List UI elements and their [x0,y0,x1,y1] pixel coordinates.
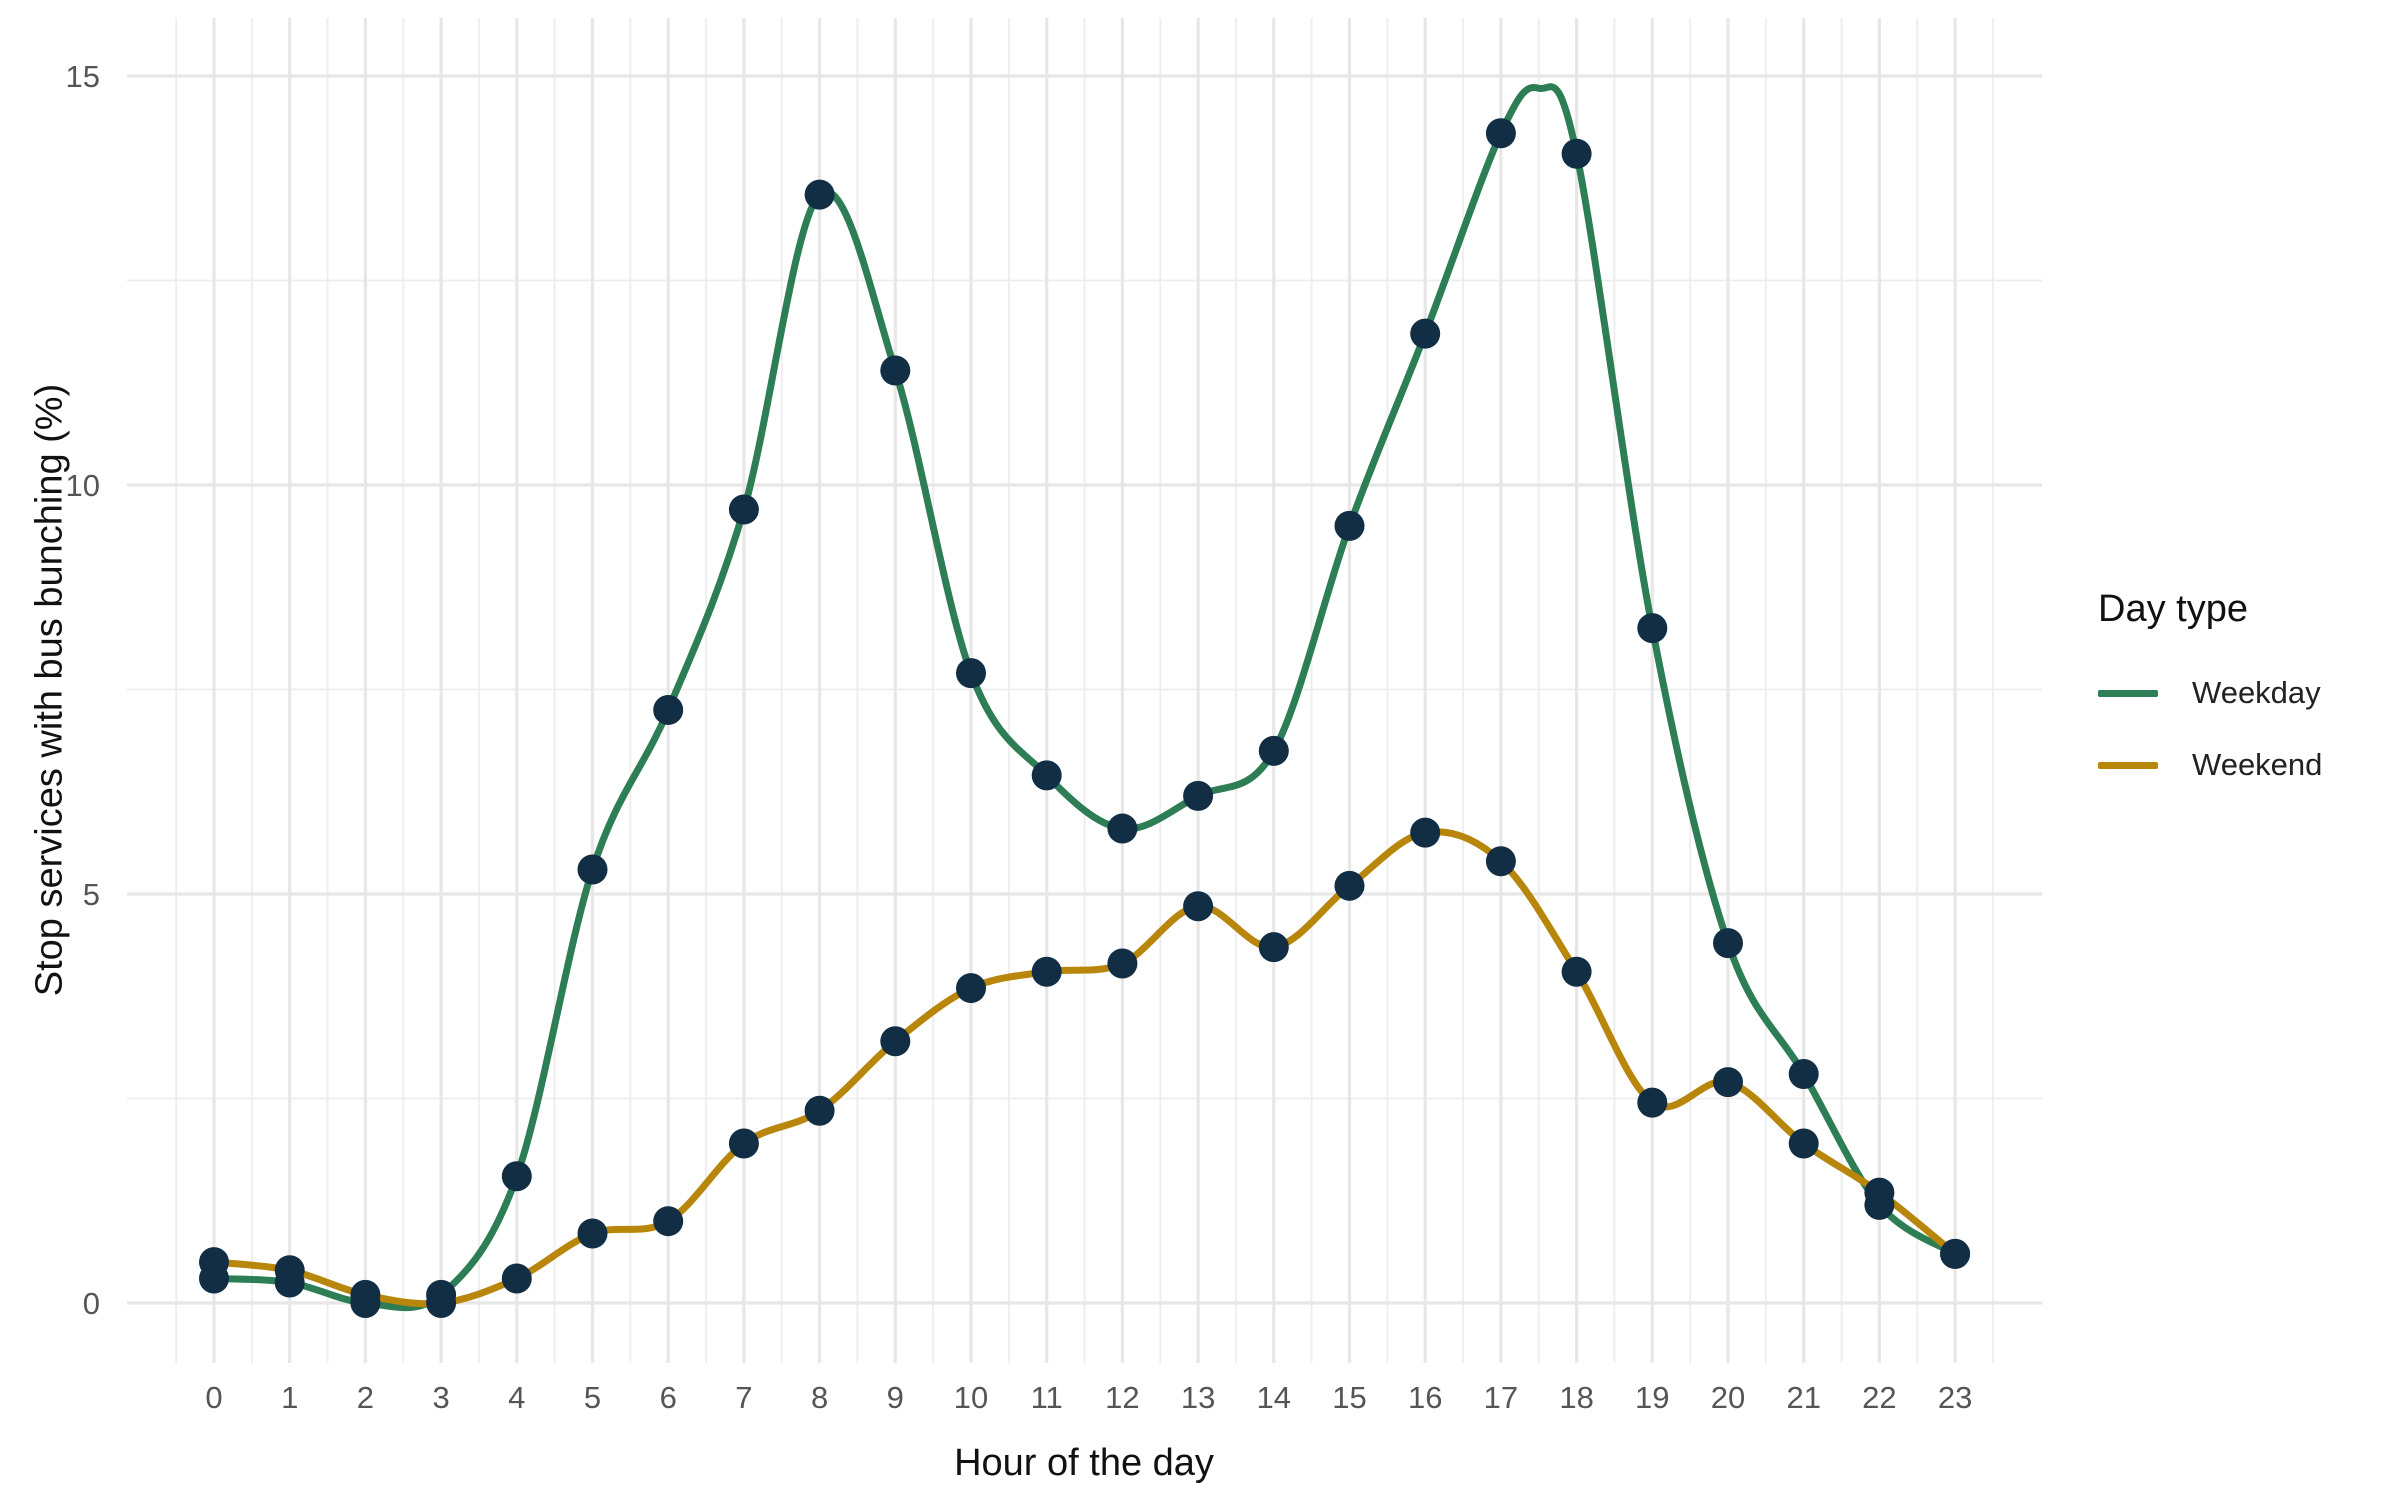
x-tick-label: 9 [887,1380,904,1415]
data-point-weekend-h1 [274,1255,305,1286]
data-point-weekend-h13 [1183,891,1214,922]
legend-item-label: Weekend [2192,747,2323,782]
x-tick-label: 18 [1559,1380,1593,1415]
x-tick-label: 10 [954,1380,988,1415]
legend-item-weekday: Weekday [2098,657,2322,729]
x-tick-label: 23 [1938,1380,1972,1415]
data-point-weekend-h3 [426,1288,457,1318]
x-tick-label: 4 [508,1380,525,1415]
data-point-weekday-h15 [1334,510,1365,541]
data-point-weekend-h20 [1713,1067,1743,1098]
x-tick-label: 17 [1484,1380,1518,1415]
legend-title: Day type [2098,588,2248,630]
data-point-weekday-h11 [1031,760,1062,791]
y-axis-title: Stop services with bus bunching (%) [28,383,71,997]
data-point-weekend-h9 [880,1026,911,1057]
data-point-weekend-h10 [956,973,986,1004]
x-tick-label: 6 [660,1380,677,1415]
data-point-weekend-h0 [199,1247,229,1278]
data-point-weekday-h16 [1410,318,1441,349]
data-point-weekend-h18 [1561,956,1592,987]
data-point-weekday-h13 [1183,780,1214,811]
x-tick-label: 14 [1257,1380,1291,1415]
weekday-line-swatch [2098,689,2158,697]
legend-item-label: Weekday [2192,675,2321,710]
weekend-line-swatch [2098,761,2158,769]
data-point-weekend-h12 [1107,948,1138,979]
data-point-weekday-h5 [577,854,608,885]
x-tick-label: 8 [811,1380,828,1415]
data-point-weekday-h9 [880,355,911,386]
data-point-weekend-h22 [1864,1177,1895,1208]
x-tick-label: 2 [357,1380,374,1415]
data-point-weekday-h19 [1637,613,1668,644]
y-tick-label: 10 [66,468,100,503]
x-axis-title: Hour of the day [954,1442,1214,1484]
data-point-weekday-h18 [1561,138,1592,169]
data-point-weekday-h21 [1788,1058,1819,1089]
x-tick-label: 12 [1105,1380,1139,1415]
data-point-weekend-h14 [1258,932,1289,963]
x-tick-label: 20 [1711,1380,1745,1415]
x-tick-label: 22 [1862,1380,1896,1415]
data-point-weekend-h7 [728,1128,759,1159]
data-point-weekend-h4 [501,1263,532,1294]
data-point-weekday-h8 [804,179,835,210]
data-point-weekend-h2 [350,1279,381,1310]
data-point-weekend-h15 [1334,870,1365,901]
data-point-weekend-h16 [1410,817,1441,848]
data-point-weekend-h5 [577,1218,608,1249]
x-tick-label: 5 [584,1380,601,1415]
x-tick-label: 16 [1408,1380,1442,1415]
x-tick-label: 3 [432,1380,449,1415]
x-tick-label: 19 [1635,1380,1669,1415]
y-tick-label: 0 [83,1286,100,1321]
data-point-weekday-h12 [1107,813,1138,844]
data-point-weekend-h17 [1485,846,1516,877]
x-tick-label: 15 [1332,1380,1366,1415]
data-point-weekend-h19 [1637,1087,1668,1118]
data-point-weekday-h10 [956,658,986,689]
x-tick-label: 0 [205,1380,222,1415]
data-point-weekday-h14 [1258,735,1289,766]
data-point-weekend-h6 [653,1206,684,1237]
data-point-weekday-h7 [728,494,759,525]
x-tick-label: 11 [1031,1380,1063,1415]
x-tick-label: 21 [1786,1380,1820,1415]
data-point-weekend-h11 [1031,956,1062,987]
data-point-weekend-h23 [1940,1238,1971,1269]
x-tick-label: 13 [1181,1380,1215,1415]
legend: Day type Weekday Weekend [2098,588,2322,801]
data-point-weekend-h8 [804,1095,835,1126]
data-point-weekday-h4 [501,1161,532,1192]
y-tick-label: 15 [66,59,100,94]
data-point-weekday-h17 [1485,118,1516,149]
y-tick-label: 5 [83,877,100,912]
x-tick-label: 1 [281,1380,298,1415]
data-point-weekday-h6 [653,694,684,725]
x-tick-label: 7 [735,1380,752,1415]
legend-item-weekend: Weekend [2098,729,2322,801]
data-point-weekday-h20 [1713,928,1743,959]
data-point-weekend-h21 [1788,1128,1819,1159]
